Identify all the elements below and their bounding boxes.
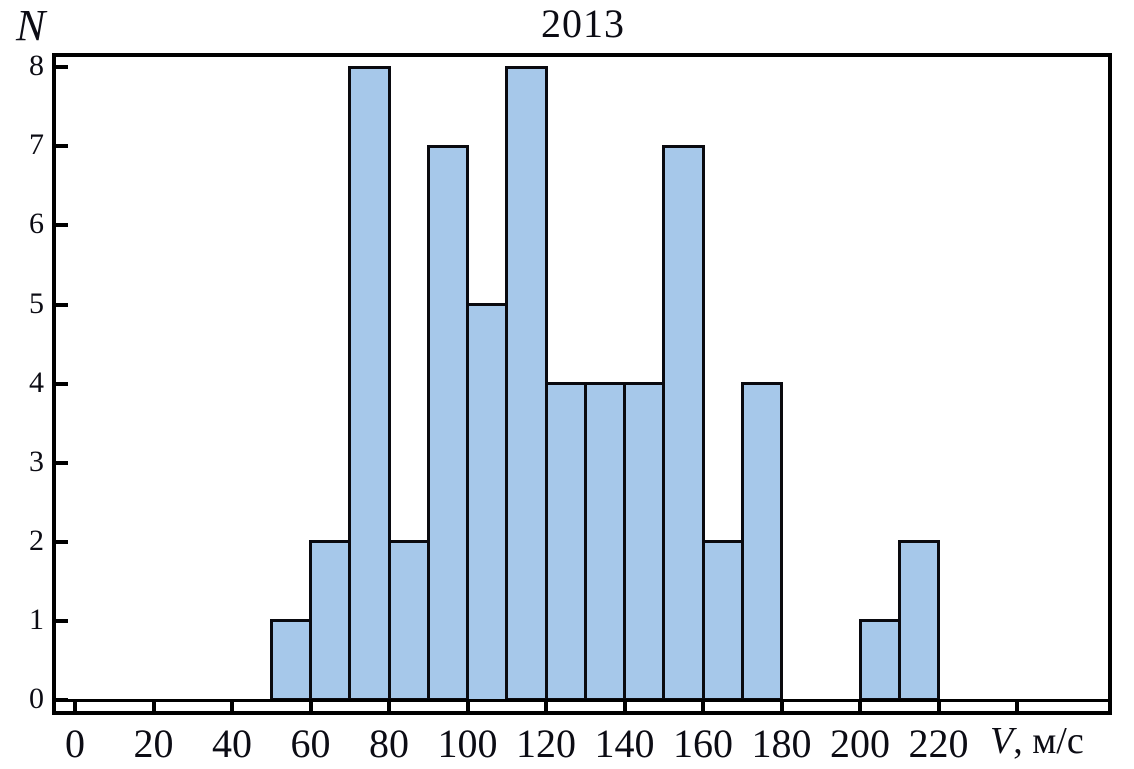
x-axis-unit-label: V, м/с <box>990 722 1084 760</box>
histogram-bar <box>309 540 352 702</box>
y-axis-tick <box>56 381 68 386</box>
histogram-bar <box>858 619 901 702</box>
x-axis-tick-label: 80 <box>369 721 409 766</box>
x-axis-tick-label: 200 <box>830 721 890 766</box>
zero-baseline <box>56 699 1108 702</box>
histogram-bar <box>466 303 509 702</box>
y-axis-tick-label: 1 <box>29 602 44 636</box>
y-axis-tick-label: 4 <box>29 365 44 399</box>
y-axis-tick-label: 3 <box>29 444 44 478</box>
x-axis-tick <box>701 700 705 712</box>
x-axis-tick-label: 60 <box>290 721 331 766</box>
x-axis-tick <box>230 700 234 712</box>
histogram-bar <box>701 540 744 702</box>
y-axis-letter-label: N <box>16 1 46 50</box>
y-axis-tick-label: 8 <box>29 49 44 83</box>
x-axis-tick <box>465 700 470 712</box>
x-axis-tick <box>779 700 784 712</box>
x-axis-tick <box>73 700 77 712</box>
x-axis-tick-label: 100 <box>437 721 498 766</box>
histogram-bar <box>897 540 940 702</box>
histogram-bar <box>662 144 705 702</box>
x-axis-tick <box>151 700 156 712</box>
y-axis-tick <box>56 144 68 149</box>
y-axis-tick-label: 7 <box>29 128 44 162</box>
x-axis-tick-label: 180 <box>751 721 812 766</box>
y-axis-tick <box>56 698 68 702</box>
histogram-bar <box>583 382 626 702</box>
x-axis-tick-label: 160 <box>673 721 733 766</box>
histogram-bar <box>505 65 548 702</box>
x-axis-tick <box>387 700 391 712</box>
histogram-bar <box>387 540 430 702</box>
x-axis-tick <box>544 700 548 712</box>
x-axis-tick <box>308 700 313 712</box>
y-axis-tick <box>56 65 68 70</box>
x-axis-variable: V <box>990 720 1014 762</box>
x-axis-tick <box>622 700 627 712</box>
x-axis-tick-label: 140 <box>594 721 655 766</box>
y-axis-tick <box>56 460 68 465</box>
x-axis-tick-label: 20 <box>133 721 174 766</box>
plot-frame <box>52 53 1112 715</box>
x-axis-tick-label: 220 <box>908 721 969 766</box>
histogram-bar <box>426 144 469 702</box>
x-axis-tick <box>936 700 941 712</box>
y-axis-tick-label: 6 <box>29 207 44 241</box>
x-axis-tick-label: 40 <box>212 721 252 766</box>
x-axis-tick-label: 0 <box>65 721 85 766</box>
x-axis-tick <box>858 700 862 712</box>
x-axis-tick-label: 120 <box>516 721 576 766</box>
y-axis-tick-label: 5 <box>29 286 44 320</box>
y-axis-tick-label: 2 <box>29 523 44 557</box>
x-axis-tick <box>1015 700 1019 712</box>
y-axis-tick <box>56 302 68 307</box>
chart-title: 2013 <box>541 1 625 46</box>
histogram-bar <box>544 382 587 702</box>
histogram-bar <box>348 65 391 702</box>
x-axis-unit-suffix: , м/с <box>1013 720 1084 762</box>
histogram-bar <box>740 382 783 702</box>
y-axis-tick-label: 0 <box>29 682 44 715</box>
y-axis-tick <box>56 223 68 228</box>
y-axis-tick <box>56 618 68 623</box>
histogram-bar <box>623 382 666 702</box>
y-axis-tick <box>56 539 68 544</box>
histogram-bar <box>269 619 312 702</box>
